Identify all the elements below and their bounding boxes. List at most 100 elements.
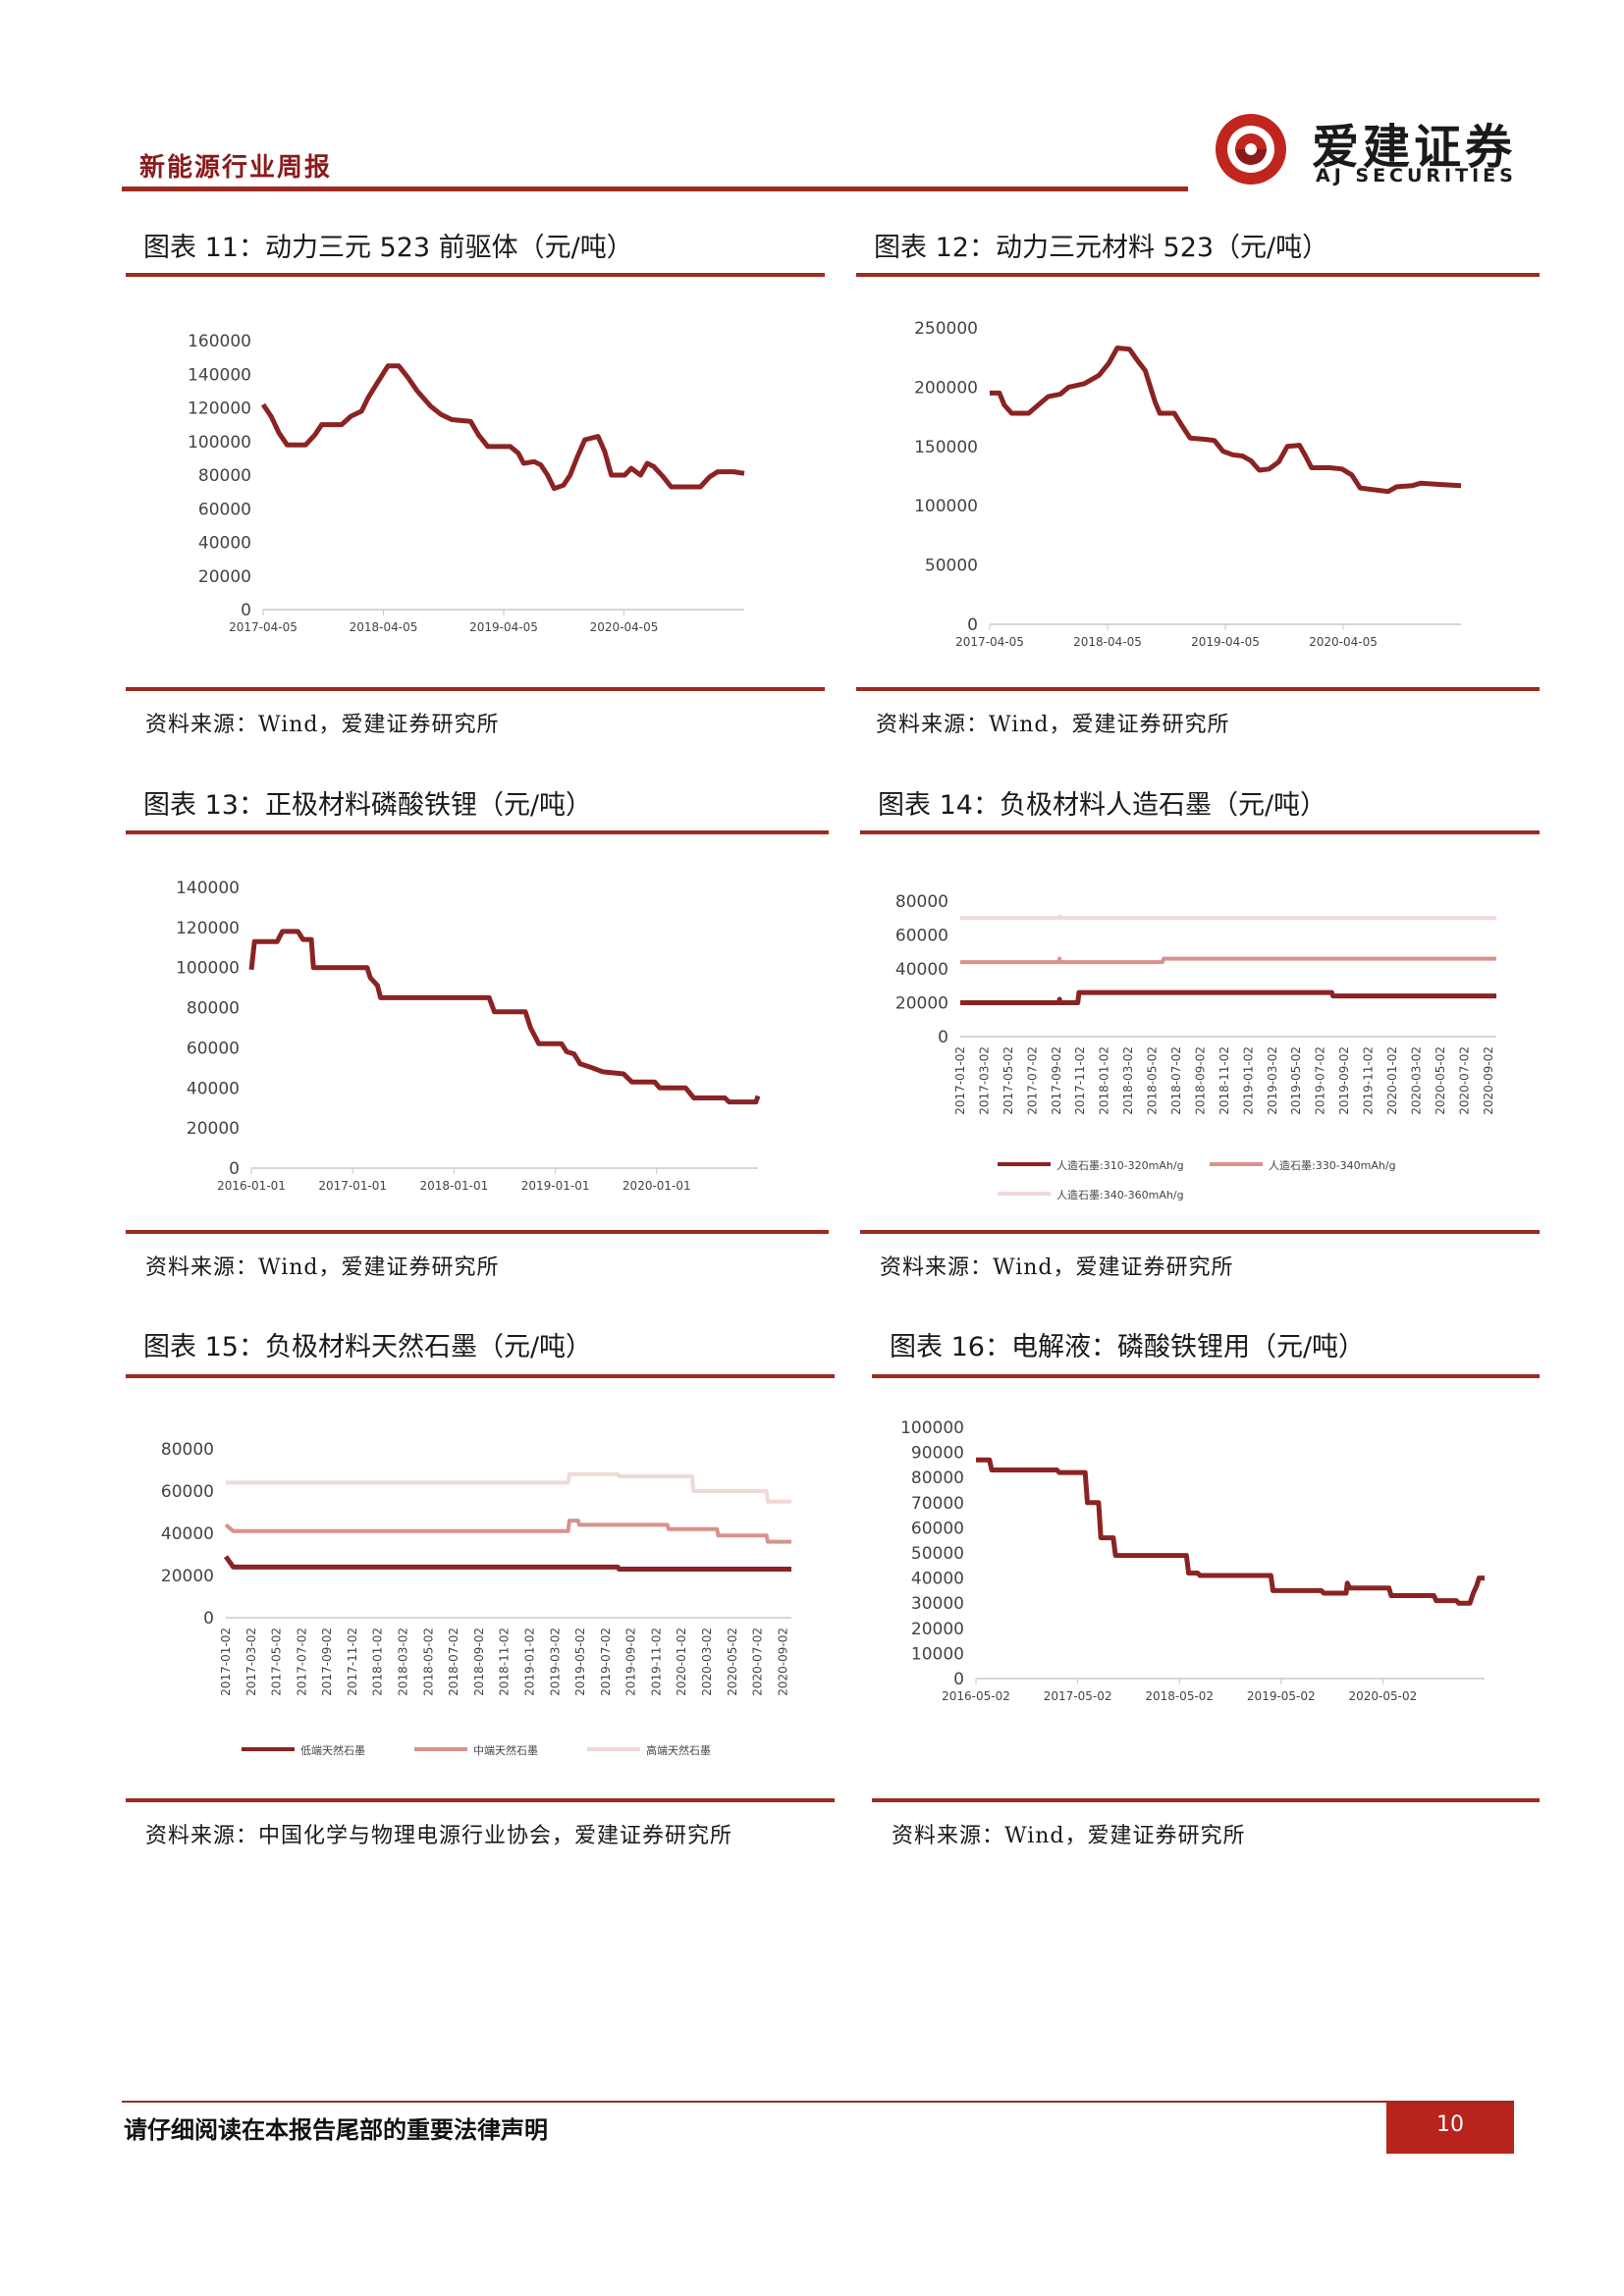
series-line-dark [223, 1555, 791, 1572]
chart-source: 资料来源：Wind，爱建证券研究所 [892, 1824, 1246, 1848]
x-tick-label: 2020-05-02 [1434, 1046, 1447, 1115]
x-tick-label: 2017-01-02 [953, 1046, 967, 1115]
chart-source: 资料来源：Wind，爱建证券研究所 [145, 1255, 500, 1280]
x-tick-label: 2018-05-02 [421, 1628, 435, 1696]
chart-title-rule [872, 1374, 1540, 1378]
x-tick-label: 2020-04-05 [1309, 635, 1378, 649]
x-tick-label: 2018-04-05 [350, 620, 418, 634]
x-tick-label: 2018-03-02 [397, 1628, 410, 1696]
series-line-mid [960, 956, 1496, 965]
chart-title-rule [860, 830, 1540, 834]
x-tick-label: 2017-09-02 [1050, 1046, 1063, 1115]
x-tick-label: 2019-01-02 [1241, 1046, 1255, 1115]
y-tick-label: 200000 [914, 378, 978, 398]
x-tick-label: 2020-01-02 [675, 1628, 688, 1696]
chart-source-rule [872, 1798, 1540, 1802]
x-tick-label: 2017-01-01 [318, 1179, 387, 1193]
y-tick-label: 80000 [161, 1440, 214, 1460]
x-tick-label: 2016-01-01 [217, 1179, 286, 1193]
x-tick-label: 2020-09-02 [776, 1628, 789, 1696]
chart-title: 图表 15：负极材料天然石墨（元/吨） [143, 1332, 593, 1362]
x-tick-label: 2020-07-02 [1457, 1046, 1471, 1115]
x-tick-label: 2017-04-05 [229, 620, 298, 634]
y-tick-label: 80000 [911, 1468, 964, 1488]
x-tick-label: 2020-04-05 [590, 620, 659, 634]
footer-rule [122, 2101, 1514, 2103]
series-line-dark [976, 1457, 1485, 1606]
chart-title-rule [126, 830, 829, 834]
logo-english-name: AJ SECURITIES [1316, 165, 1517, 187]
x-tick-label: 2019-03-02 [548, 1628, 562, 1696]
x-tick-label: 2018-05-02 [1145, 1689, 1214, 1703]
x-tick-label: 2019-05-02 [573, 1628, 587, 1696]
chart-source-rule [860, 1230, 1540, 1234]
chart-title-rule [126, 273, 825, 277]
y-tick-label: 20000 [198, 567, 251, 587]
x-tick-label: 2018-01-01 [420, 1179, 489, 1193]
y-tick-label: 0 [203, 1609, 214, 1629]
series-line-dark [960, 989, 1496, 1005]
x-tick-label: 2018-09-02 [1193, 1046, 1207, 1115]
y-tick-label: 150000 [914, 438, 978, 457]
x-tick-label: 2019-07-02 [599, 1628, 613, 1696]
y-tick-label: 100000 [914, 497, 978, 516]
y-tick-label: 20000 [895, 994, 948, 1014]
y-tick-label: 80000 [895, 892, 948, 912]
chart-source: 资料来源：Wind，爱建证券研究所 [876, 713, 1230, 737]
y-tick-label: 70000 [911, 1494, 964, 1514]
chart-title: 图表 11：动力三元 523 前驱体（元/吨） [143, 233, 633, 263]
x-tick-label: 2017-04-05 [955, 635, 1024, 649]
x-tick-label: 2020-03-02 [1409, 1046, 1423, 1115]
x-tick-label: 2017-09-02 [320, 1628, 334, 1696]
aj-logo-icon [1216, 114, 1286, 185]
x-tick-label: 2018-11-02 [1218, 1046, 1231, 1115]
page-number: 10 [1436, 2112, 1464, 2137]
x-tick-label: 2018-07-02 [1169, 1046, 1183, 1115]
chart-source-rule [126, 1230, 829, 1234]
series-line-mid [224, 1519, 791, 1544]
x-tick-label: 2019-01-02 [522, 1628, 536, 1696]
x-tick-label: 2019-11-02 [649, 1628, 663, 1696]
y-tick-label: 40000 [187, 1079, 240, 1098]
y-tick-label: 120000 [176, 919, 240, 938]
legend-label: 人造石墨:340-360mAh/g [1056, 1188, 1184, 1201]
legend-label: 高端天然石墨 [646, 1743, 711, 1757]
y-tick-label: 50000 [911, 1544, 964, 1564]
x-tick-label: 2017-11-02 [346, 1628, 359, 1696]
y-tick-label: 90000 [911, 1444, 964, 1464]
header-rule [122, 187, 1188, 191]
x-tick-label: 2020-05-02 [726, 1628, 739, 1696]
x-tick-label: 2019-04-05 [469, 620, 538, 634]
x-tick-label: 2018-07-02 [447, 1628, 460, 1696]
chart-title-rule [856, 273, 1540, 277]
x-tick-label: 2019-11-02 [1362, 1046, 1376, 1115]
x-tick-label: 2017-05-02 [1044, 1689, 1112, 1703]
chart-source-rule [126, 687, 825, 691]
y-tick-label: 30000 [911, 1594, 964, 1614]
chart-title: 图表 14：负极材料人造石墨（元/吨） [878, 790, 1327, 821]
y-tick-label: 0 [938, 1028, 948, 1047]
y-tick-label: 140000 [176, 879, 240, 898]
x-tick-label: 2018-09-02 [472, 1628, 486, 1696]
series-line-light [226, 1471, 791, 1504]
x-tick-label: 2019-09-02 [624, 1628, 638, 1696]
y-tick-label: 20000 [161, 1567, 214, 1586]
x-tick-label: 2019-04-05 [1191, 635, 1260, 649]
series-line-dark [248, 929, 761, 1105]
y-tick-label: 40000 [161, 1524, 214, 1544]
x-tick-label: 2017-05-02 [270, 1628, 284, 1696]
x-tick-label: 2019-01-01 [521, 1179, 590, 1193]
x-tick-label: 2017-07-02 [295, 1628, 308, 1696]
legend-label: 人造石墨:310-320mAh/g [1056, 1158, 1184, 1172]
y-tick-label: 0 [229, 1159, 240, 1179]
y-tick-label: 40000 [198, 534, 251, 554]
chart-source: 资料来源：中国化学与物理电源行业协会，爱建证券研究所 [145, 1824, 733, 1848]
report-category-title: 新能源行业周报 [139, 153, 333, 183]
y-tick-label: 100000 [900, 1418, 964, 1438]
x-tick-label: 2016-05-02 [942, 1689, 1010, 1703]
x-tick-label: 2017-03-02 [977, 1046, 991, 1115]
